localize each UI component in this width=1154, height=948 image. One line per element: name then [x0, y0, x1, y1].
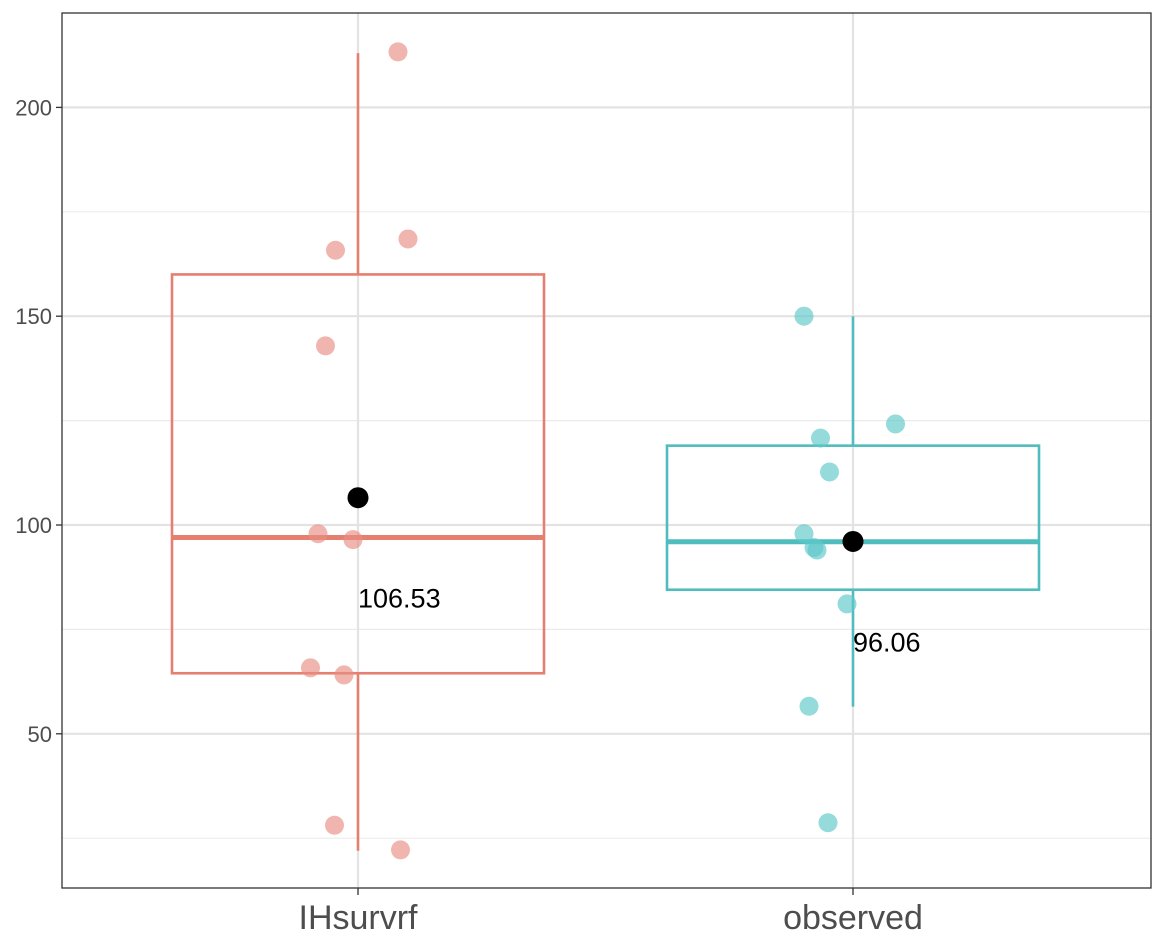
data-point	[398, 229, 418, 249]
data-point	[837, 594, 857, 614]
y-tick-label: 200	[15, 95, 52, 120]
points-layer	[301, 42, 905, 860]
data-point	[343, 530, 363, 550]
plot-background	[62, 13, 1151, 888]
data-point	[388, 42, 408, 62]
mean-point	[347, 487, 369, 509]
grid-lines	[62, 13, 1151, 888]
data-point	[818, 813, 838, 833]
x-tick-label: IHsurvrf	[299, 899, 419, 937]
data-point	[794, 306, 814, 326]
box-iqr	[170, 273, 546, 675]
box-iqr	[665, 444, 1041, 592]
y-tick-label: 150	[15, 304, 52, 329]
plot-border	[61, 12, 1152, 889]
data-point	[325, 815, 344, 835]
mean-label: 106.53	[358, 584, 441, 614]
data-point	[886, 414, 905, 434]
data-point	[794, 524, 814, 544]
data-point	[301, 658, 320, 678]
data-point	[391, 840, 410, 860]
mean-label: 96.06	[853, 627, 921, 657]
x-tick-label: observed	[783, 899, 923, 937]
y-tick-label: 100	[15, 513, 52, 538]
data-point	[334, 665, 354, 685]
data-point	[316, 336, 335, 356]
data-point	[799, 696, 819, 716]
data-point	[820, 462, 839, 482]
y-tick-label: 50	[28, 722, 52, 747]
data-point	[308, 524, 328, 544]
mean-point	[842, 530, 864, 552]
data-point	[811, 428, 830, 448]
data-point	[807, 540, 827, 560]
axes: 50 100 150 200 IHsurvrf observed	[15, 95, 923, 937]
data-point	[326, 240, 345, 260]
mean-layer: 106.53 96.06	[347, 487, 921, 657]
